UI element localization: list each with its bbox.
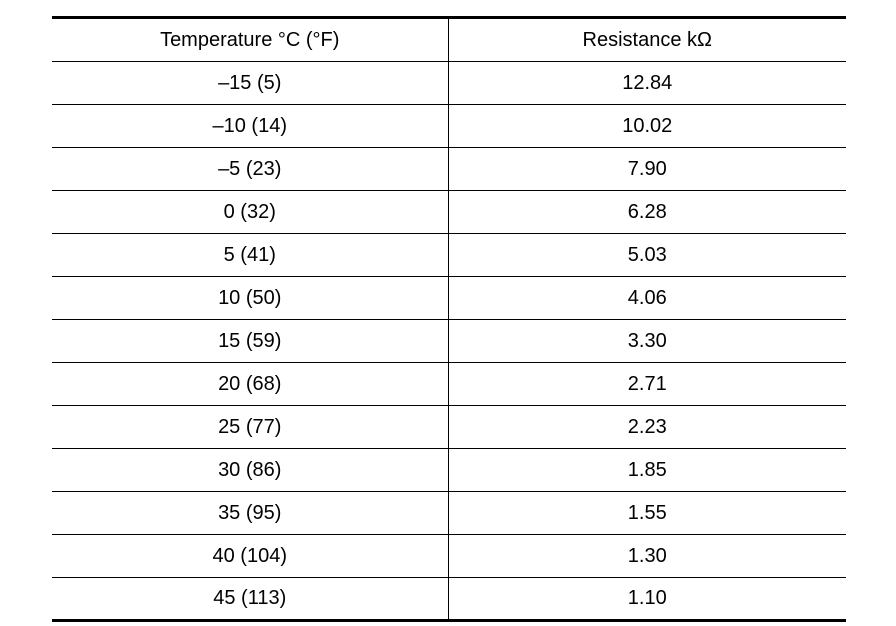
resistance-cell: 5.03 — [448, 233, 846, 277]
table-row: 10 (50) 4.06 — [52, 276, 846, 320]
table-body: –15 (5) 12.84 –10 (14) 10.02 –5 (23) 7.90 0 (3… — [52, 61, 846, 622]
resistance-cell: 10.02 — [448, 104, 846, 148]
resistance-cell: 1.30 — [448, 534, 846, 578]
temperature-cell: 35 (95) — [52, 491, 449, 535]
resistance-cell: 3.30 — [448, 319, 846, 363]
table-row: 5 (41) 5.03 — [52, 233, 846, 277]
resistance-cell: 6.28 — [448, 190, 846, 234]
temperature-cell: 10 (50) — [52, 276, 449, 320]
temperature-cell: –5 (23) — [52, 147, 449, 191]
table-row: 35 (95) 1.55 — [52, 491, 846, 535]
table-row: 0 (32) 6.28 — [52, 190, 846, 234]
resistance-cell: 7.90 — [448, 147, 846, 191]
header-resistance: Resistance kΩ — [448, 16, 846, 62]
resistance-cell: 1.85 — [448, 448, 846, 492]
header-row: Temperature °C (°F) Resistance kΩ — [52, 16, 846, 62]
temperature-cell: 15 (59) — [52, 319, 449, 363]
temperature-cell: –10 (14) — [52, 104, 449, 148]
table-row: 20 (68) 2.71 — [52, 362, 846, 406]
table-row: –5 (23) 7.90 — [52, 147, 846, 191]
temperature-cell: –15 (5) — [52, 61, 449, 105]
temperature-cell: 25 (77) — [52, 405, 449, 449]
resistance-cell: 2.23 — [448, 405, 846, 449]
table-row: 45 (113) 1.10 — [52, 577, 846, 622]
table-row: 40 (104) 1.30 — [52, 534, 846, 578]
table-row: –15 (5) 12.84 — [52, 61, 846, 105]
resistance-cell: 12.84 — [448, 61, 846, 105]
table-row: 30 (86) 1.85 — [52, 448, 846, 492]
temperature-cell: 40 (104) — [52, 534, 449, 578]
table-row: 25 (77) 2.23 — [52, 405, 846, 449]
table-header: Temperature °C (°F) Resistance kΩ — [52, 16, 846, 62]
temperature-cell: 30 (86) — [52, 448, 449, 492]
resistance-cell: 4.06 — [448, 276, 846, 320]
temperature-cell: 45 (113) — [52, 577, 449, 622]
resistance-cell: 1.55 — [448, 491, 846, 535]
header-temperature: Temperature °C (°F) — [52, 16, 449, 62]
table-row: –10 (14) 10.02 — [52, 104, 846, 148]
resistance-cell: 2.71 — [448, 362, 846, 406]
temperature-resistance-table-container: Temperature °C (°F) Resistance kΩ –15 (5… — [52, 16, 846, 622]
temperature-cell: 20 (68) — [52, 362, 449, 406]
temperature-resistance-table: Temperature °C (°F) Resistance kΩ –15 (5… — [52, 16, 846, 622]
resistance-cell: 1.10 — [448, 577, 846, 622]
temperature-cell: 0 (32) — [52, 190, 449, 234]
temperature-cell: 5 (41) — [52, 233, 449, 277]
table-row: 15 (59) 3.30 — [52, 319, 846, 363]
